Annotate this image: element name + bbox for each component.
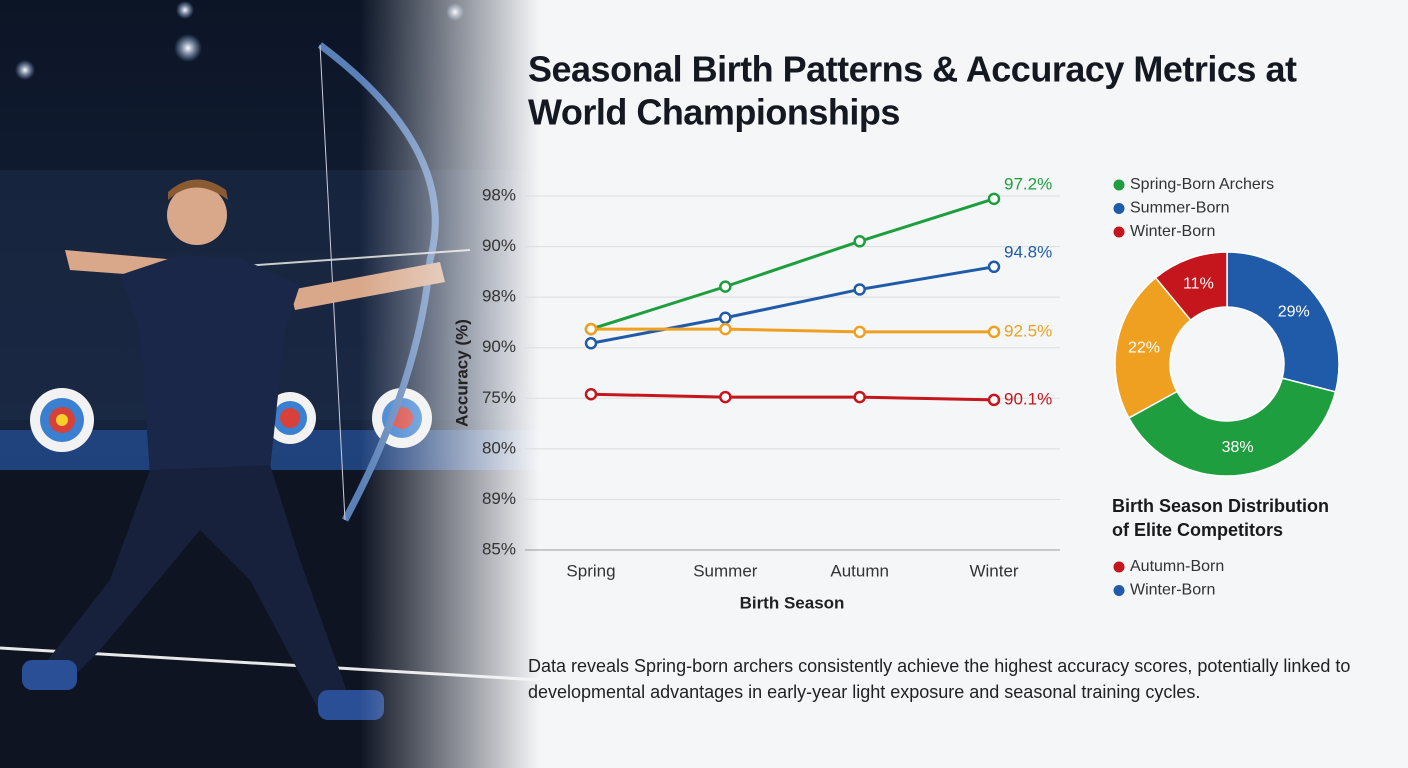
caption: Data reveals Spring-born archers consist… [528, 656, 1350, 676]
legend-marker [1113, 561, 1125, 573]
pie-slice [1127, 377, 1337, 477]
x-tick-label: Spring [566, 561, 615, 580]
photo-fade [360, 0, 540, 768]
y-tick-label: 85% [482, 539, 516, 558]
data-point [987, 393, 1001, 407]
data-point [987, 192, 1001, 206]
target [280, 408, 300, 428]
legs [40, 465, 350, 712]
pie-title: of Elite Competitors [1112, 520, 1283, 540]
data-point [853, 235, 866, 248]
light [174, 34, 202, 62]
series-line [590, 392, 995, 402]
title: World Championships [528, 92, 900, 133]
pie-slice [1154, 251, 1228, 322]
legend-label: Winter-Born [1130, 582, 1215, 599]
slice-label: 38% [1222, 439, 1254, 456]
data-point [584, 387, 598, 401]
data-label: 94.8% [1004, 242, 1052, 261]
legend-label: Winter-Born [1130, 223, 1215, 240]
pie-slice [1114, 276, 1192, 419]
data-point [584, 322, 598, 336]
data-label: 90.1% [1004, 389, 1052, 408]
light [176, 1, 194, 19]
x-tick-label: Summer [693, 561, 758, 580]
data-point [853, 283, 866, 296]
y-tick-label: 90% [482, 337, 516, 356]
slice-label: 22% [1128, 339, 1160, 356]
series-line [590, 197, 995, 331]
caption: developmental advantages in early-year l… [528, 682, 1200, 702]
data-point [584, 337, 598, 350]
slice-label: 11% [1183, 276, 1214, 293]
data-point [987, 325, 1001, 339]
y-tick-label: 75% [482, 388, 516, 407]
legend-marker [1113, 203, 1125, 214]
y-tick-label: 98% [482, 287, 516, 306]
head [167, 185, 227, 245]
data-point [719, 311, 732, 325]
y-tick-label: 98% [482, 185, 516, 204]
photo [0, 0, 541, 768]
data-point [853, 325, 866, 339]
legend-label: Autumn-Born [1130, 558, 1224, 575]
y-tick-label: 90% [482, 236, 516, 255]
target [56, 414, 68, 426]
y-axis-title: Accuracy (%) [452, 319, 471, 427]
hair [168, 179, 228, 200]
x-axis-title: Birth Season [740, 593, 845, 612]
title: Seasonal Birth Patterns & Accuracy Metri… [528, 49, 1297, 90]
torso [120, 255, 300, 475]
data-point [853, 390, 866, 404]
x-tick-label: Winter [969, 561, 1018, 580]
pie-slice [1226, 251, 1340, 393]
x-tick-label: Autumn [830, 561, 889, 580]
light [15, 60, 35, 80]
series-line [591, 327, 994, 334]
data-point [719, 280, 732, 293]
slice-label: 29% [1278, 303, 1310, 320]
data-point [987, 260, 1001, 274]
archer [22, 42, 471, 720]
data-point [719, 322, 732, 336]
legend-label: Summer-Born [1130, 200, 1230, 217]
data-point [719, 390, 732, 404]
shoe [22, 660, 77, 690]
legend-marker [1113, 226, 1125, 238]
data-label: 92.5% [1004, 321, 1052, 340]
legend-marker [1113, 179, 1125, 191]
data-label: 97.2% [1004, 174, 1052, 193]
legend-marker [1113, 585, 1125, 596]
pie-title: Birth Season Distribution [1112, 496, 1329, 516]
y-tick-label: 80% [482, 438, 516, 457]
y-tick-label: 89% [482, 489, 516, 508]
legend-label: Spring-Born Archers [1130, 176, 1274, 193]
